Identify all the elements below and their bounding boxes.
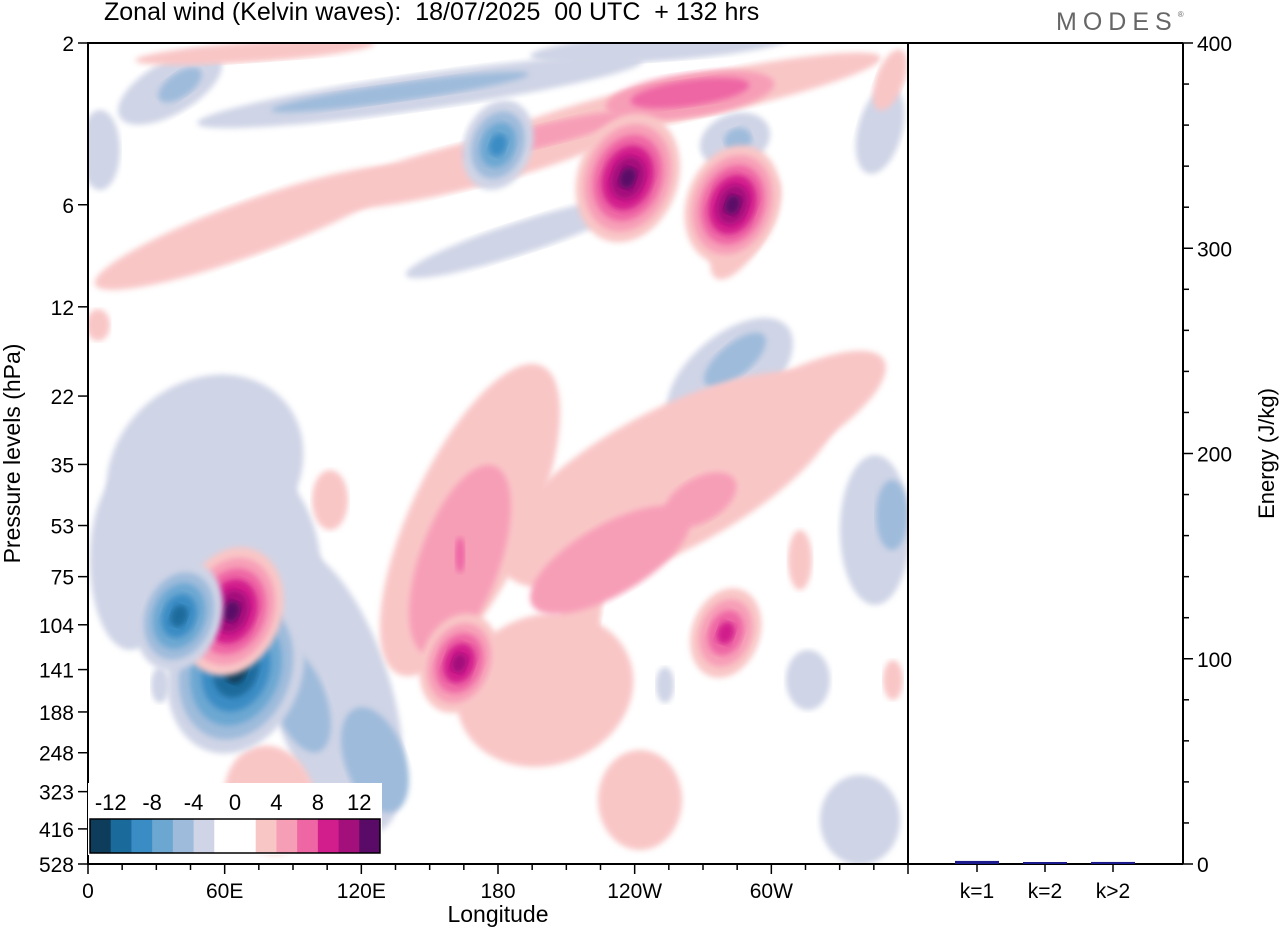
colorbar-swatch	[152, 819, 174, 853]
contour-region	[455, 537, 465, 573]
modes-logo: MODES®	[1056, 8, 1184, 37]
colorbar: -12 -8 -4 0 4 8 12	[88, 783, 382, 855]
colorbar-label: 4	[270, 790, 282, 815]
longitude-axis: 0 60E 120E 180 120W 60W Longitude	[82, 864, 909, 927]
positive-extremum	[690, 588, 762, 678]
contour-region	[598, 750, 682, 850]
y-tick-label: 323	[39, 782, 74, 805]
contour-region	[855, 86, 905, 174]
colorbar-swatch	[214, 819, 236, 853]
positive-extremum	[575, 113, 680, 243]
y-tick-label: 188	[39, 702, 74, 725]
energy-category-label: k>2	[1096, 880, 1130, 903]
contour-region	[872, 49, 908, 111]
colorbar-label: 12	[347, 790, 371, 815]
contour-region	[94, 166, 406, 290]
x-axis-label: Longitude	[447, 901, 548, 927]
colorbar-swatch	[235, 819, 257, 853]
colorbar-swatch	[297, 819, 319, 853]
colorbar-label: 8	[312, 790, 324, 815]
y-tick-label: 12	[51, 297, 74, 320]
energy-tick-label: 400	[1197, 33, 1232, 56]
x-tick-label: 120E	[337, 880, 386, 903]
positive-extremum	[684, 145, 781, 265]
negative-extremum	[462, 100, 534, 190]
energy-tick-label: 100	[1197, 649, 1232, 672]
y-tick-label: 53	[51, 516, 74, 539]
contour-region	[135, 43, 375, 66]
colorbar-swatch	[90, 819, 112, 853]
colorbar-border	[89, 818, 381, 854]
energy-axis-label: Energy (J/kg)	[1254, 388, 1279, 519]
contour-region	[312, 470, 348, 530]
colorbar-label: -12	[95, 790, 127, 815]
contour-region	[820, 775, 900, 864]
colorbar-swatch	[276, 819, 298, 853]
colorbar-label: -8	[142, 790, 162, 815]
y-tick-label: 141	[39, 660, 74, 683]
colorbar-swatch	[338, 819, 360, 853]
energy-bar	[955, 860, 999, 864]
colorbar-label: 0	[229, 790, 241, 815]
energy-tick-label: 0	[1197, 854, 1209, 877]
heatmap-field	[88, 43, 908, 864]
y-tick-label: 75	[51, 567, 74, 590]
contour-region	[158, 67, 202, 103]
contour-region	[656, 667, 674, 703]
energy-bar	[1023, 862, 1067, 864]
y-tick-label: 416	[39, 819, 74, 842]
y-axis-label: Pressure levels (hPa)	[0, 344, 25, 564]
colorbar-swatch	[131, 819, 153, 853]
contour-region	[788, 530, 812, 590]
contour-region	[151, 667, 169, 703]
contour-region	[88, 309, 110, 341]
contour-region	[663, 472, 737, 528]
energy-category-label: k=1	[960, 880, 994, 903]
x-tick-label: 120W	[607, 880, 662, 903]
energy-bar	[1091, 861, 1135, 864]
contour-region	[405, 197, 635, 279]
contour-region	[876, 480, 908, 550]
contour-region	[530, 43, 790, 64]
negative-extremum	[135, 561, 223, 671]
pressure-axis: 2 6 12 22 35 53 75 104 141 188 248 323 416 528 Pressur…	[0, 33, 88, 877]
colorbar-swatch	[317, 819, 340, 853]
contour-region	[674, 350, 886, 490]
contour-region	[704, 332, 766, 388]
contour-region	[786, 650, 830, 710]
energy-bar-panel: 0 100 200 300 400 Energy (J/kg) k=1 k=2 k>2	[908, 33, 1279, 903]
y-tick-label: 35	[51, 454, 74, 477]
colorbar-swatch	[110, 819, 132, 853]
chart-title: Zonal wind (Kelvin waves): 18/07/2025 00…	[104, 0, 760, 26]
colorbar-swatch	[193, 819, 215, 853]
colorbar-swatch	[359, 819, 381, 853]
y-tick-label: 6	[62, 195, 74, 218]
energy-category-label: k=2	[1028, 880, 1062, 903]
contour-region	[88, 110, 120, 190]
energy-tick-label: 300	[1197, 238, 1232, 261]
y-tick-label: 248	[39, 743, 74, 766]
colorbar-swatch	[172, 819, 195, 853]
contour-region	[883, 660, 903, 700]
logo-mark: ®	[1177, 9, 1184, 19]
colorbar-label: -4	[184, 790, 204, 815]
y-tick-label: 104	[39, 615, 74, 638]
x-tick-label: 0	[82, 880, 94, 903]
energy-tick-label: 200	[1197, 444, 1232, 467]
positive-extremum	[419, 613, 500, 713]
contour-region	[530, 505, 690, 615]
colorbar-swatch	[255, 819, 277, 853]
y-tick-label: 2	[62, 33, 74, 56]
x-tick-label: 60E	[206, 880, 243, 903]
y-tick-label: 528	[39, 854, 74, 877]
contour-region	[630, 77, 750, 109]
x-tick-label: 60W	[750, 880, 793, 903]
contour-region	[271, 71, 529, 113]
y-tick-label: 22	[51, 386, 74, 409]
x-tick-label: 180	[480, 880, 515, 903]
logo-text: MODES	[1056, 8, 1178, 36]
